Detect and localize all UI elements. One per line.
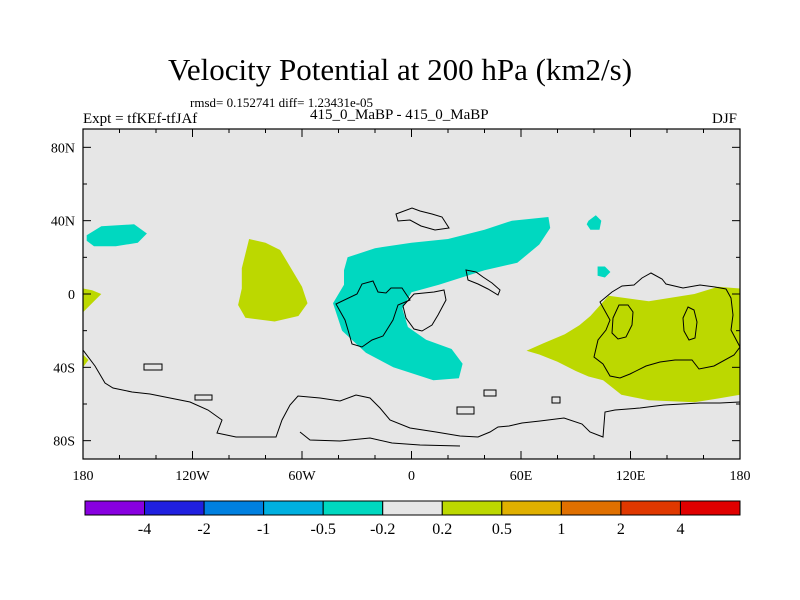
colorbar: -4 -2 -1 -0.5 -0.2 0.2 0.5 1 2 4: [84, 500, 741, 538]
season-label: DJF: [712, 111, 738, 127]
contour-region-3: [597, 266, 611, 278]
y-tick-label: 40S: [53, 361, 75, 376]
chart-title: Velocity Potential at 200 hPa (km2/s): [167, 52, 633, 87]
coastline-island-4: [143, 363, 163, 371]
colorbar-box-9: [620, 500, 681, 516]
experiment-label: Expt = tfKEf-tfJAf: [83, 111, 198, 127]
contour-region-6: [83, 354, 89, 368]
coastline-island-2: [483, 389, 497, 397]
y-tick-label: 80S: [53, 435, 75, 450]
colorbar-label: 0.5: [492, 521, 512, 538]
coastline-island-5: [456, 406, 475, 415]
colorbar-label: -4: [138, 521, 151, 538]
colorbar-label: 2: [617, 521, 625, 538]
y-tick-label: 40N: [51, 215, 75, 230]
x-tick-label: 120W: [175, 469, 210, 484]
colorbar-label: -2: [197, 521, 210, 538]
colorbar-box-6: [441, 500, 503, 516]
coastline-europe: [395, 207, 450, 231]
coastline-africa: [402, 289, 447, 332]
colorbar-box-2: [203, 500, 265, 516]
colorbar-box-5: [382, 500, 443, 516]
colorbar-box-8: [560, 500, 622, 516]
colorbar-label: -1: [257, 521, 270, 538]
coastline-east-asia: [611, 304, 634, 340]
coastline-island-3: [551, 396, 561, 404]
coastline-pacific-islands: [682, 306, 698, 341]
colorbar-label: -0.5: [311, 521, 336, 538]
x-tick-label: 120E: [616, 469, 646, 484]
x-tick-label: 0: [408, 469, 415, 484]
contour-region-0: [86, 224, 147, 247]
contour-region-7: [526, 286, 740, 403]
coastline-arabia: [465, 269, 501, 296]
coastline-ice-shelf: [299, 431, 461, 447]
x-tick-label: 60E: [510, 469, 533, 484]
y-tick-label: 80N: [51, 141, 75, 156]
coastline-asia: [593, 272, 740, 379]
coastline-island-1: [194, 394, 213, 401]
colorbar-box-4: [322, 500, 384, 516]
colorbar-box-7: [501, 500, 562, 516]
contour-regions: [83, 215, 740, 403]
y-tick-label: 0: [68, 288, 75, 303]
contour-region-4: [238, 239, 308, 322]
period-label: 415_0_MaBP - 415_0_MaBP: [310, 107, 489, 123]
axis-ticks: 180 120W 60W 0 60E 120E 180 80N 40N 0 40S 80S: [51, 129, 751, 484]
colorbar-label: -0.2: [370, 521, 395, 538]
colorbar-box-0: [84, 500, 146, 516]
x-tick-label: 180: [730, 469, 751, 484]
coastline: [83, 207, 740, 447]
x-tick-label: 60W: [288, 469, 316, 484]
contour-region-2: [586, 215, 602, 230]
stats-label: rmsd= 0.152741 diff= 1.23431e-05: [190, 95, 374, 110]
map-background: [83, 129, 740, 459]
contour-region-1: [333, 217, 551, 381]
colorbar-box-1: [144, 500, 205, 516]
colorbar-box-3: [263, 500, 324, 516]
colorbar-label: 1: [557, 521, 565, 538]
coastline-south-america: [335, 280, 411, 348]
colorbar-box-10: [679, 500, 741, 516]
colorbar-label: 4: [676, 521, 684, 538]
x-tick-label: 180: [73, 469, 94, 484]
colorbar-label: 0.2: [432, 521, 452, 538]
coastline-antarctica: [83, 349, 740, 438]
